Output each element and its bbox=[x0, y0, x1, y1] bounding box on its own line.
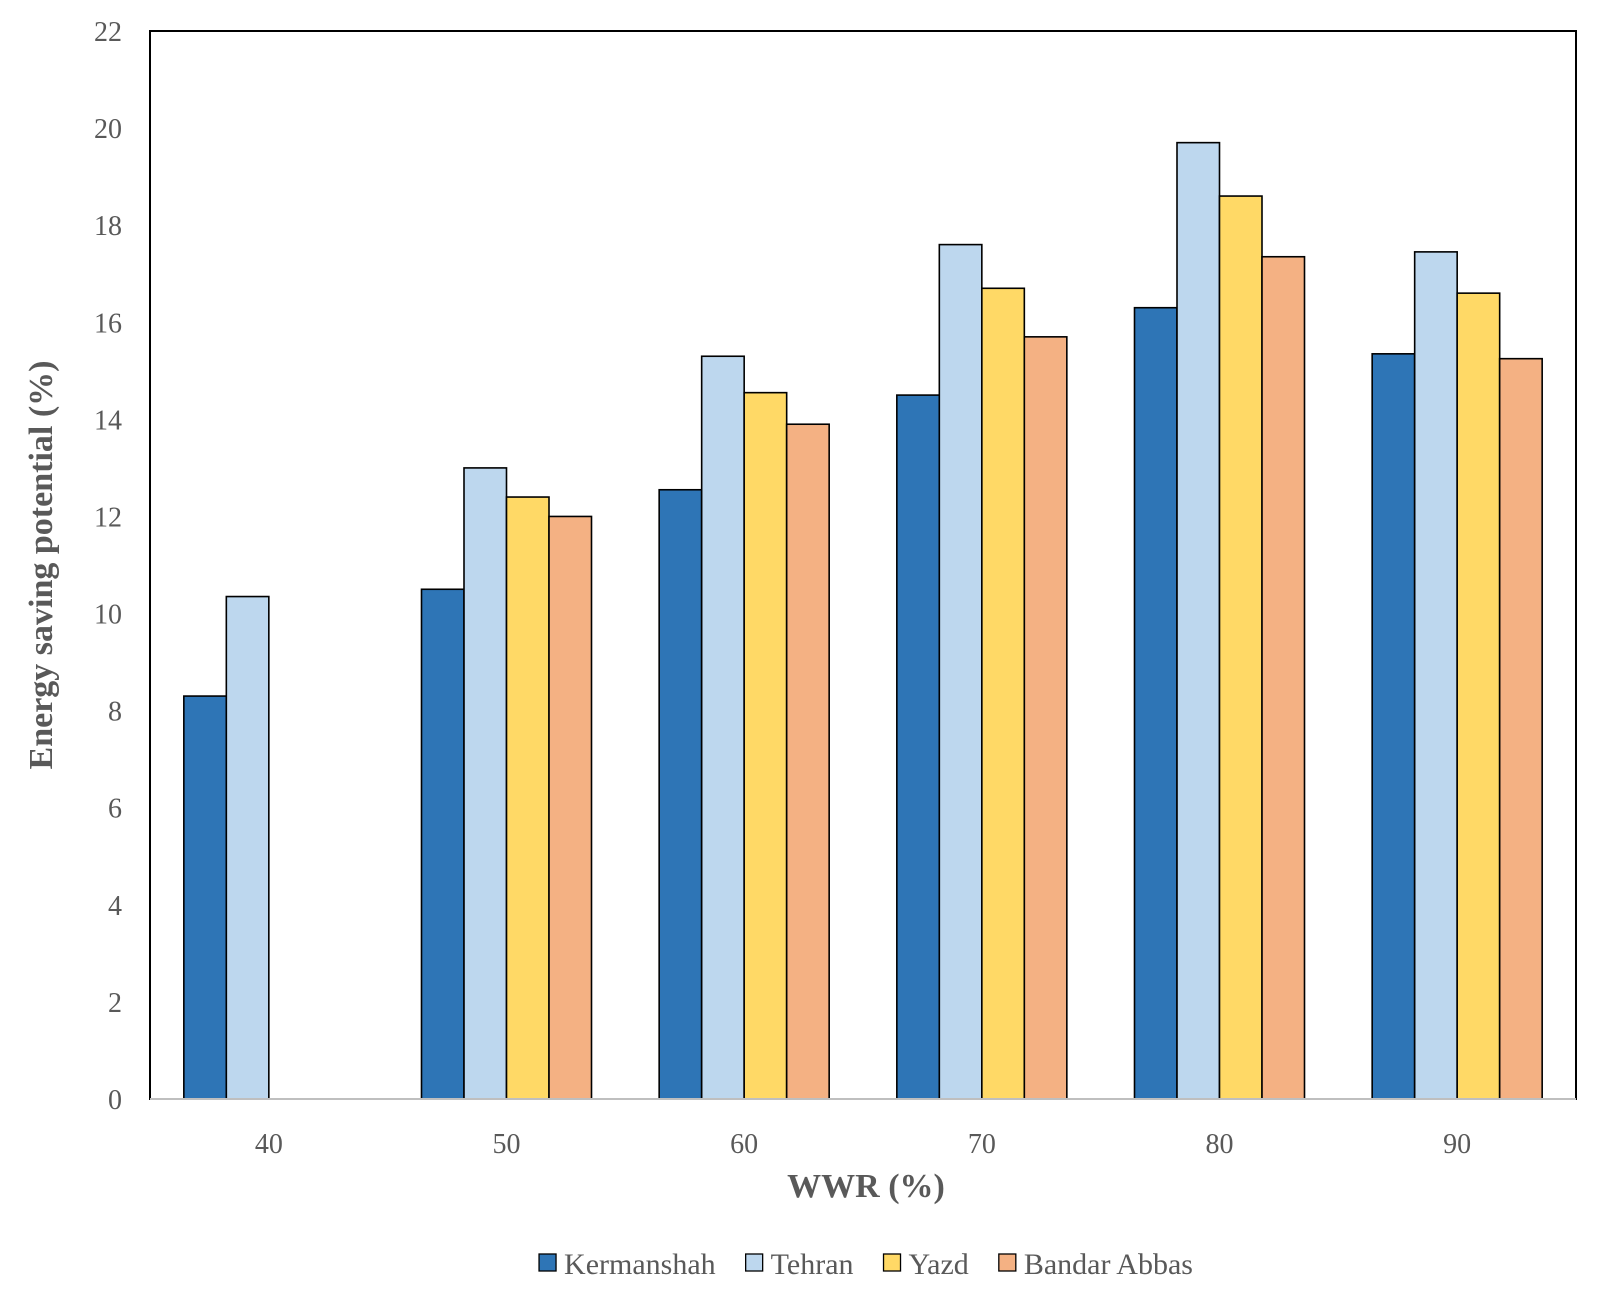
bar-bandar-abbas-90 bbox=[1498, 357, 1543, 1100]
bar-kermanshah-50 bbox=[420, 588, 465, 1100]
bar-kermanshah-80 bbox=[1133, 306, 1178, 1100]
bar-bandar-abbas-60 bbox=[785, 423, 830, 1100]
legend-label-tehran: Tehran bbox=[771, 1248, 854, 1281]
bar-tehran-60 bbox=[700, 355, 745, 1100]
x-tick-label: 40 bbox=[255, 1129, 283, 1160]
x-tick-label: 60 bbox=[730, 1129, 758, 1160]
bar-tehran-80 bbox=[1176, 141, 1221, 1100]
y-tick-label: 22 bbox=[94, 17, 122, 48]
bar-kermanshah-40 bbox=[183, 695, 228, 1100]
x-tick-label: 50 bbox=[493, 1129, 521, 1160]
y-tick-label: 12 bbox=[94, 502, 122, 533]
y-tick-label: 4 bbox=[108, 891, 122, 922]
x-tick-label: 90 bbox=[1443, 1129, 1471, 1160]
y-axis-title: Energy saving potential (%) bbox=[23, 361, 60, 770]
bar-kermanshah-60 bbox=[658, 488, 703, 1100]
y-tick-label: 10 bbox=[94, 600, 122, 631]
y-tick-label: 0 bbox=[108, 1085, 122, 1116]
bar-kermanshah-70 bbox=[896, 394, 941, 1100]
bar-yazd-80 bbox=[1218, 195, 1263, 1100]
bar-bandar-abbas-50 bbox=[548, 515, 593, 1100]
legend-swatch-kermanshah bbox=[538, 1253, 557, 1272]
y-tick-label: 20 bbox=[94, 114, 122, 145]
bar-yazd-60 bbox=[743, 391, 788, 1100]
bar-tehran-90 bbox=[1413, 251, 1458, 1100]
legend-label-kermanshah: Kermanshah bbox=[564, 1248, 716, 1281]
bar-bandar-abbas-80 bbox=[1261, 255, 1306, 1100]
bar-yazd-90 bbox=[1456, 292, 1501, 1100]
y-tick-label: 6 bbox=[108, 794, 122, 825]
x-axis-ticks: 40 50 60 70 80 90 bbox=[255, 1129, 1471, 1160]
bars-layer bbox=[183, 141, 1543, 1100]
plot-frame bbox=[149, 30, 1577, 1100]
legend-label-bandar-abbas: Bandar Abbas bbox=[1024, 1248, 1193, 1281]
bar-yazd-50 bbox=[505, 496, 550, 1100]
bar-tehran-40 bbox=[225, 595, 270, 1100]
x-tick-label: 70 bbox=[968, 1129, 996, 1160]
y-axis-ticks: 0 2 4 6 8 10 12 14 16 18 20 22 bbox=[94, 17, 122, 1116]
y-tick-label: 8 bbox=[108, 697, 122, 728]
bar-tehran-70 bbox=[938, 243, 983, 1100]
bar-yazd-70 bbox=[981, 287, 1026, 1100]
legend-swatch-yazd bbox=[882, 1253, 902, 1272]
legend-swatch-tehran bbox=[745, 1253, 764, 1272]
y-tick-label: 16 bbox=[94, 308, 122, 339]
bar-tehran-50 bbox=[463, 467, 508, 1100]
x-axis-title: WWR (%) bbox=[787, 1168, 945, 1205]
bar-bandar-abbas-70 bbox=[1023, 336, 1068, 1100]
legend-label-yazd: Yazd bbox=[909, 1248, 969, 1281]
y-tick-label: 14 bbox=[94, 405, 122, 436]
legend-swatch-bandar-abbas bbox=[998, 1253, 1017, 1272]
x-tick-label: 80 bbox=[1206, 1129, 1234, 1160]
legend: Kermanshah Tehran Yazd Bandar Abbas bbox=[538, 1248, 1193, 1281]
y-tick-label: 18 bbox=[94, 211, 122, 242]
y-tick-label: 2 bbox=[108, 988, 122, 1019]
bar-kermanshah-90 bbox=[1371, 353, 1416, 1100]
